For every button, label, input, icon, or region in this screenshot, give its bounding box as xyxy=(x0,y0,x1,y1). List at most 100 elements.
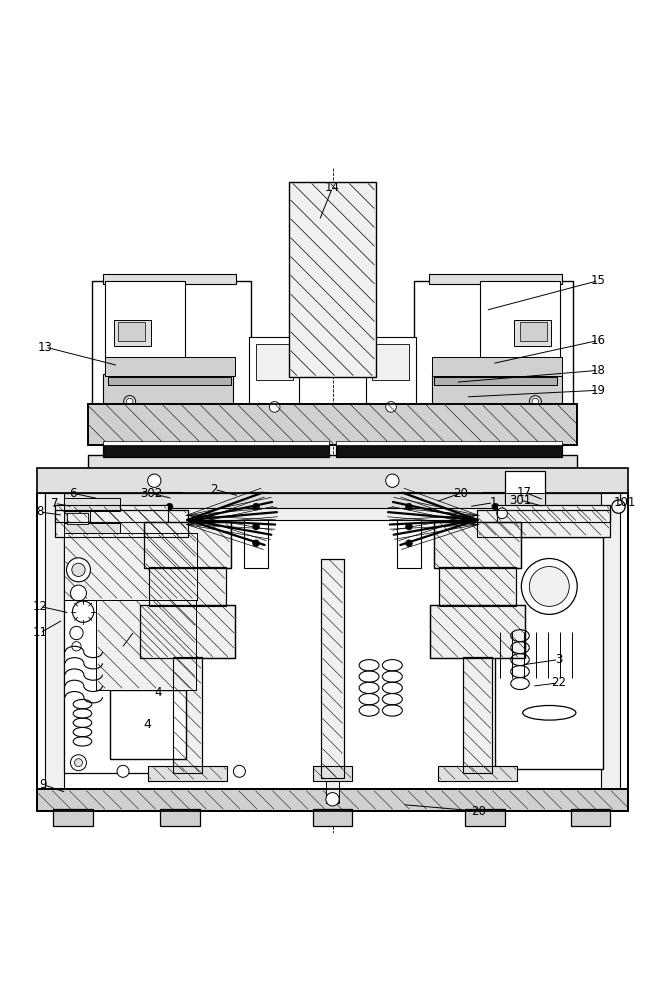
Circle shape xyxy=(406,503,412,510)
Bar xyxy=(336,443,562,457)
Bar xyxy=(249,337,299,417)
Bar xyxy=(439,566,516,606)
Text: 9: 9 xyxy=(39,778,47,791)
Bar xyxy=(438,766,517,781)
Bar xyxy=(173,657,202,773)
Bar xyxy=(477,510,610,537)
Bar xyxy=(64,511,90,523)
Bar xyxy=(463,657,492,773)
Bar xyxy=(140,605,235,658)
Circle shape xyxy=(269,402,280,412)
Bar xyxy=(88,404,577,445)
Circle shape xyxy=(253,540,259,547)
Bar xyxy=(432,357,562,376)
Circle shape xyxy=(497,508,507,519)
Bar xyxy=(55,510,188,537)
Text: 4: 4 xyxy=(154,686,162,699)
Bar xyxy=(37,789,628,811)
Bar xyxy=(96,600,196,690)
Circle shape xyxy=(386,474,399,487)
Circle shape xyxy=(253,503,259,510)
Circle shape xyxy=(66,558,90,582)
Bar xyxy=(45,493,64,796)
Bar xyxy=(397,492,421,568)
Text: 18: 18 xyxy=(591,364,606,377)
Bar xyxy=(495,537,603,769)
Bar xyxy=(140,605,235,658)
Bar xyxy=(66,513,88,524)
Text: 12: 12 xyxy=(33,600,47,613)
Text: 7: 7 xyxy=(51,497,59,510)
Text: 302: 302 xyxy=(140,487,163,500)
Bar xyxy=(505,493,545,510)
Bar xyxy=(144,522,231,568)
Bar xyxy=(88,455,577,470)
Text: 22: 22 xyxy=(551,676,566,689)
Text: 6: 6 xyxy=(69,487,77,500)
Circle shape xyxy=(492,540,499,547)
Bar xyxy=(477,510,610,537)
Bar xyxy=(321,559,344,778)
Circle shape xyxy=(117,765,129,777)
Circle shape xyxy=(166,503,173,510)
Circle shape xyxy=(529,566,569,606)
Text: 301: 301 xyxy=(509,493,531,506)
Bar xyxy=(55,505,168,522)
Circle shape xyxy=(72,601,94,622)
Circle shape xyxy=(148,474,161,487)
Bar xyxy=(64,533,197,600)
Circle shape xyxy=(521,559,577,614)
Bar xyxy=(105,357,235,376)
Bar xyxy=(480,281,560,380)
Text: 20: 20 xyxy=(453,487,467,500)
Circle shape xyxy=(233,765,245,777)
Bar xyxy=(386,417,396,442)
Bar xyxy=(505,471,545,503)
Bar xyxy=(55,510,188,537)
Bar xyxy=(434,522,521,568)
Circle shape xyxy=(492,503,499,510)
Bar xyxy=(514,320,551,346)
Circle shape xyxy=(386,402,396,412)
Text: 11: 11 xyxy=(33,626,47,640)
Bar xyxy=(430,605,525,658)
Bar xyxy=(336,441,562,445)
Bar xyxy=(483,492,507,568)
Bar xyxy=(149,566,226,606)
Circle shape xyxy=(72,563,85,576)
Bar xyxy=(96,600,196,690)
Bar xyxy=(64,533,197,773)
Bar xyxy=(37,789,628,811)
Bar xyxy=(103,374,233,404)
Circle shape xyxy=(124,396,136,408)
Circle shape xyxy=(70,585,86,601)
Bar xyxy=(289,182,376,377)
Text: 101: 101 xyxy=(614,496,636,509)
Text: 14: 14 xyxy=(325,181,340,194)
Text: 13: 13 xyxy=(38,341,53,354)
Bar xyxy=(64,523,120,533)
Bar xyxy=(37,493,628,799)
Ellipse shape xyxy=(523,705,576,720)
Bar xyxy=(497,505,610,522)
Circle shape xyxy=(406,523,412,530)
Bar xyxy=(103,443,329,457)
Text: 16: 16 xyxy=(591,334,606,347)
Bar xyxy=(571,809,610,826)
Bar xyxy=(173,657,202,773)
Bar xyxy=(463,657,492,773)
Circle shape xyxy=(253,523,259,530)
Bar xyxy=(64,498,120,511)
Circle shape xyxy=(326,793,339,806)
Bar xyxy=(45,493,620,510)
Bar xyxy=(160,809,200,826)
Bar xyxy=(414,281,573,417)
Bar xyxy=(520,322,547,341)
Text: 8: 8 xyxy=(36,505,44,518)
Bar xyxy=(149,566,226,606)
Bar xyxy=(108,377,231,385)
Circle shape xyxy=(126,398,133,405)
Text: 15: 15 xyxy=(591,274,606,287)
Bar xyxy=(53,809,93,826)
Bar xyxy=(432,374,562,404)
